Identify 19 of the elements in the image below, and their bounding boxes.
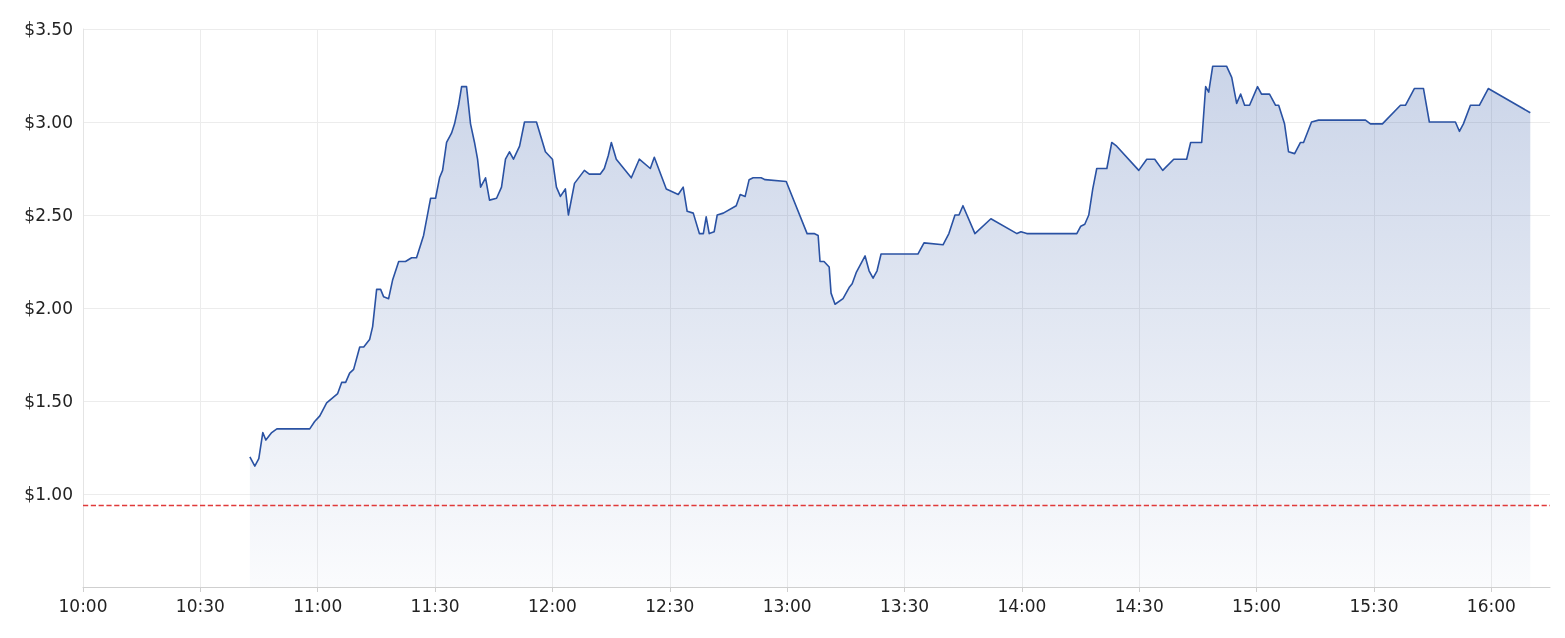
y-tick-label: $1.00 [24,484,73,504]
x-tick-label: 11:00 [293,595,343,616]
x-tick-label: 13:00 [762,595,812,616]
x-tick-label: 12:00 [527,595,577,616]
y-tick-label: $3.00 [24,112,73,132]
x-tick-label: 14:00 [997,595,1047,616]
x-tick-label: 15:00 [1232,595,1282,616]
x-tick-label: 16:00 [1466,595,1516,616]
x-tick-label: 14:30 [1114,595,1164,616]
x-tick-label: 12:30 [645,595,695,616]
x-tick-label: 15:30 [1349,595,1399,616]
x-tick-label: 10:30 [175,595,225,616]
x-tick-label: 10:00 [58,595,108,616]
x-tick-label: 11:30 [410,595,460,616]
y-tick-label: $1.50 [24,391,73,411]
x-tick-label: 13:30 [880,595,930,616]
y-tick-label: $3.50 [24,19,73,39]
y-tick-label: $2.50 [24,205,73,225]
y-tick-label: $2.00 [24,298,73,318]
